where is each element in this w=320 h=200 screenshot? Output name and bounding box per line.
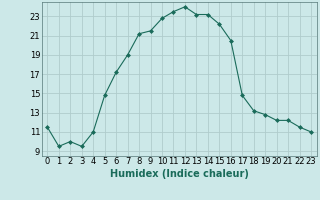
X-axis label: Humidex (Indice chaleur): Humidex (Indice chaleur)	[110, 169, 249, 179]
